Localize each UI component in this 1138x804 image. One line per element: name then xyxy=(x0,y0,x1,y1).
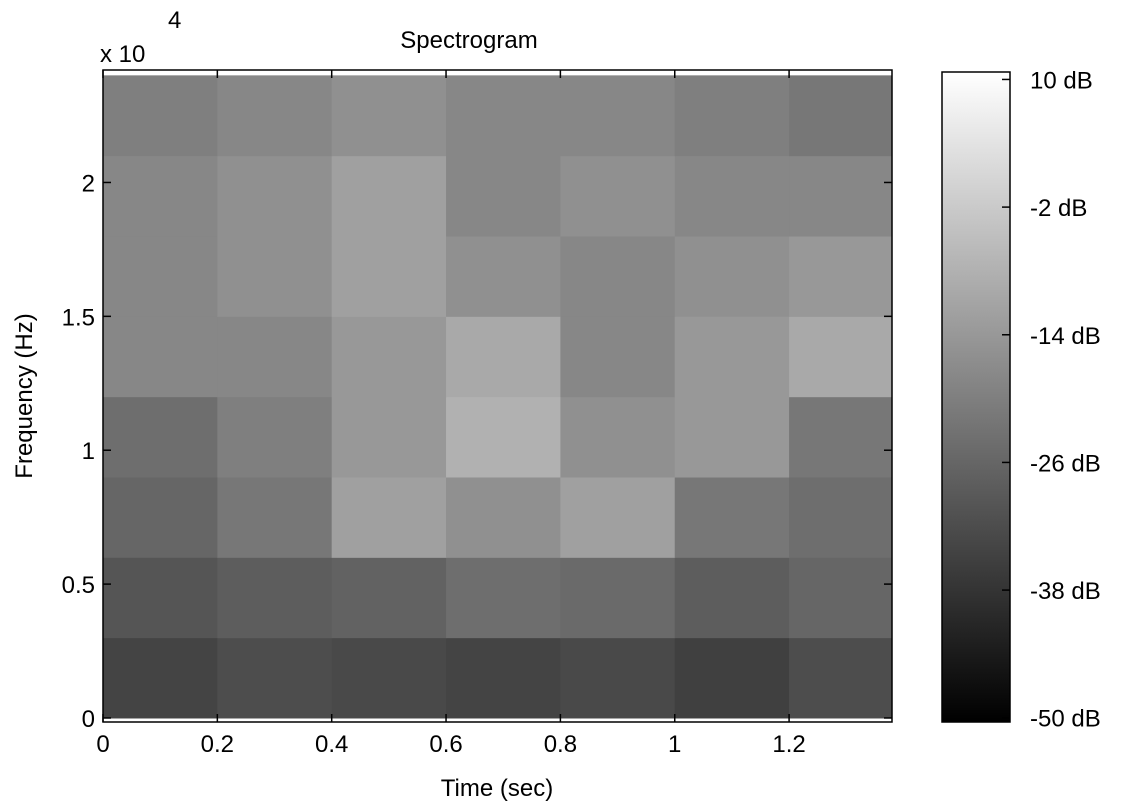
heat-cell xyxy=(331,396,447,478)
y-tick-label: 0.5 xyxy=(62,572,95,599)
heat-cell xyxy=(331,155,447,237)
heat-cell xyxy=(446,637,561,719)
heat-cell xyxy=(560,637,676,719)
y-tick-label: 0 xyxy=(82,706,95,733)
heat-cell xyxy=(217,316,333,398)
heat-cell xyxy=(446,557,561,639)
heat-cell xyxy=(446,236,561,317)
heat-cell xyxy=(674,316,790,398)
heat-cell xyxy=(103,476,218,558)
heat-cell xyxy=(789,557,892,639)
heat-cell xyxy=(103,155,218,237)
colorbar-tick-label: -26 dB xyxy=(1030,450,1101,477)
heat-cell xyxy=(331,637,447,719)
heatmap-cells xyxy=(103,75,892,719)
colorbar: 10 dB -2 dB -14 dB -26 dB -38 dB -50 dB xyxy=(941,67,1101,733)
heat-cell xyxy=(103,75,218,157)
colorbar-tick-label: 10 dB xyxy=(1030,67,1093,94)
heat-cell xyxy=(560,316,676,398)
heat-cell xyxy=(331,236,447,317)
heat-cell xyxy=(103,316,218,398)
colorbar-scale xyxy=(941,71,1011,723)
colorbar-tick-label: -2 dB xyxy=(1030,195,1087,222)
heat-cell xyxy=(446,476,561,558)
heat-cell xyxy=(217,155,333,237)
heat-cell xyxy=(674,236,790,317)
colorbar-tick-label: -38 dB xyxy=(1030,578,1101,605)
heat-cell xyxy=(446,316,561,398)
heat-cell xyxy=(217,476,333,558)
heat-cell xyxy=(560,557,676,639)
heat-cell xyxy=(446,75,561,157)
y-axis-label: Frequency (Hz) xyxy=(11,313,38,478)
heat-cell xyxy=(560,155,676,237)
y-tick-label: 2 xyxy=(82,170,95,197)
heat-cell xyxy=(789,637,892,719)
x-axis-label: Time (sec) xyxy=(441,775,553,802)
heat-cell xyxy=(674,557,790,639)
colorbar-tick-label: -50 dB xyxy=(1030,706,1101,733)
heat-cell xyxy=(103,236,218,317)
y-tick-label: 1 xyxy=(82,438,95,465)
heat-cell xyxy=(331,557,447,639)
x-tick-label: 1 xyxy=(668,731,681,758)
heat-cell xyxy=(674,155,790,237)
heat-cell xyxy=(674,476,790,558)
heat-cell xyxy=(331,75,447,157)
y-multiplier-exponent: 4 xyxy=(168,7,181,34)
heat-cell xyxy=(331,316,447,398)
heat-cell xyxy=(674,396,790,478)
heat-cell xyxy=(103,637,218,719)
heat-cell xyxy=(560,396,676,478)
chart-title: Spectrogram xyxy=(400,27,537,54)
heat-cell xyxy=(560,75,676,157)
plot-frame xyxy=(102,69,893,723)
heat-cell xyxy=(789,155,892,237)
heat-cell xyxy=(560,476,676,558)
x-tick-label: 0.4 xyxy=(315,731,348,758)
heat-cell xyxy=(217,637,333,719)
heat-cell xyxy=(789,75,892,157)
heat-cell xyxy=(560,236,676,317)
heat-cell xyxy=(446,155,561,237)
heat-cell xyxy=(217,396,333,478)
heat-cell xyxy=(674,75,790,157)
heat-cell xyxy=(789,316,892,398)
x-tick-label: 0 xyxy=(96,731,109,758)
heat-cell xyxy=(789,396,892,478)
heat-cell xyxy=(674,637,790,719)
heat-cell xyxy=(789,236,892,317)
heat-cell xyxy=(217,557,333,639)
heat-cell xyxy=(103,557,218,639)
y-tick-label: 1.5 xyxy=(62,304,95,331)
heat-cell xyxy=(446,396,561,478)
colorbar-tick-label: -14 dB xyxy=(1030,323,1101,350)
heat-cell xyxy=(103,396,218,478)
heat-cell xyxy=(789,476,892,558)
heat-cell xyxy=(217,236,333,317)
x-tick-label: 0.2 xyxy=(201,731,234,758)
x-tick-label: 0.6 xyxy=(429,731,462,758)
x-tick-label: 0.8 xyxy=(544,731,577,758)
y-multiplier: x 10 xyxy=(100,41,145,68)
heat-cell xyxy=(217,75,333,157)
heat-cell xyxy=(331,476,447,558)
x-tick-label: 1.2 xyxy=(772,731,805,758)
